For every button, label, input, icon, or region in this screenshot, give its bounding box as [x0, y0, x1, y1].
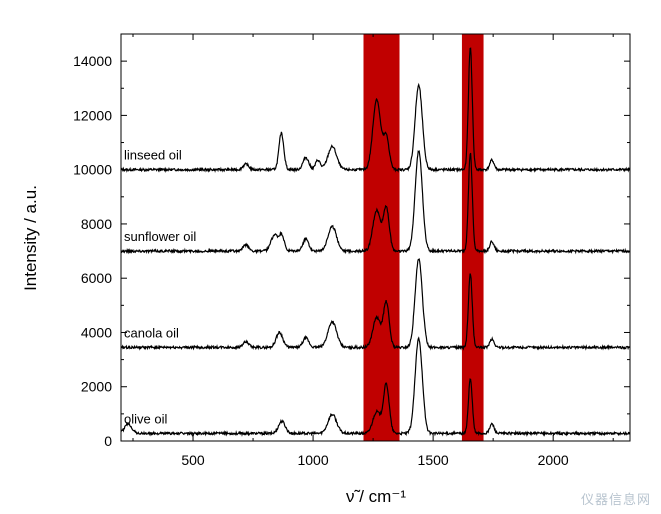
series-line — [120, 258, 631, 351]
series-line — [120, 47, 631, 174]
series-label: sunflower oil — [124, 229, 196, 244]
series-label: linseed oil — [124, 148, 182, 163]
series-line — [120, 336, 631, 437]
watermark-logo: 仪器信息网 — [580, 493, 651, 508]
x-tick-label: 500 — [181, 452, 205, 468]
x-tick-label: 2000 — [538, 452, 569, 468]
series-label: olive oil — [124, 411, 167, 426]
axis-ticks: 500 1000 1500 2000 0 2000 4000 6000 8000 10000 120… — [73, 33, 630, 468]
x-tick-label: 1000 — [297, 452, 328, 468]
series-labels: linseed oil sunflower oil canola oil olive … — [124, 148, 196, 427]
plot-frame — [120, 33, 631, 442]
x-axis-title: ν̃ / cm⁻¹ — [346, 487, 406, 506]
x-tick-label: 1500 — [418, 452, 449, 468]
highlight-band-1 — [363, 34, 400, 441]
y-tick-label: 6000 — [81, 270, 112, 286]
y-axis-title: Intensity / a.u. — [21, 185, 40, 291]
y-tick-label: 14000 — [73, 53, 112, 69]
y-tick-label: 2000 — [81, 379, 112, 395]
y-tick-label: 8000 — [81, 216, 112, 232]
y-tick-label: 0 — [104, 433, 112, 449]
y-tick-label: 4000 — [81, 324, 112, 340]
highlight-bands — [363, 34, 484, 441]
spectra-traces — [120, 47, 631, 437]
series-line — [120, 150, 631, 255]
y-tick-label: 12000 — [73, 107, 112, 123]
y-tick-label: 10000 — [73, 162, 112, 178]
series-label: canola oil — [124, 325, 179, 340]
